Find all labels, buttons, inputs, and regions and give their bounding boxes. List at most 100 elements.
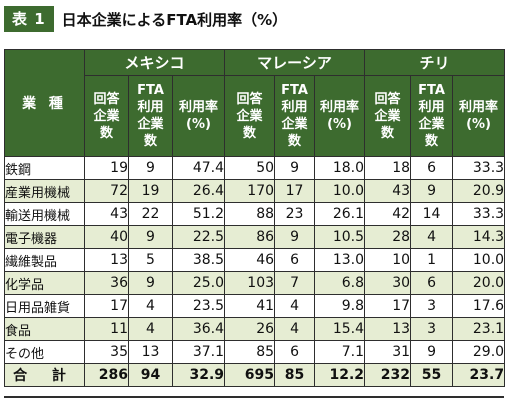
value-cell: 22.5 [171,225,226,249]
value-cell: 14 [410,202,454,226]
value-cell: 85 [224,340,276,364]
value-cell: 17 [364,294,412,318]
sub-header-cell: 利用率 (%) [171,75,226,157]
value-cell: 103 [224,271,276,295]
industry-name-cell: 化学品 [4,271,85,295]
value-cell: 9 [410,340,454,364]
value-cell: 26.4 [171,179,226,203]
sub-header-cell: 利用率 (%) [452,75,506,157]
total-value-cell: 85 [274,363,316,387]
total-value-cell: 232 [364,363,412,387]
value-cell: 9.8 [314,294,366,318]
industry-name-cell: 鉄鋼 [4,156,85,180]
sub-header-cell: 回答 企業 数 [224,75,276,157]
value-cell: 42 [364,202,412,226]
table-number-badge: 表 1 [4,6,54,32]
value-cell: 46 [224,248,276,272]
value-cell: 20.0 [452,271,506,295]
industry-name-cell: その他 [4,340,85,364]
value-cell: 4 [410,225,454,249]
sub-header-cell: FTA 利用 企業 数 [410,75,454,157]
value-cell: 3 [410,317,454,341]
value-cell: 3 [410,294,454,318]
value-cell: 9 [274,156,316,180]
value-cell: 17.6 [452,294,506,318]
industry-name-cell: 輸送用機械 [4,202,85,226]
table-row: 食品 11 4 36.4 26 4 15.4 13 3 23.1 [4,317,506,341]
table-row: 繊維製品 13 5 38.5 46 6 13.0 10 1 10.0 [4,248,506,272]
total-value-cell: 94 [128,363,173,387]
sub-header-cell: 回答 企業 数 [84,75,129,157]
value-cell: 6 [410,271,454,295]
sub-header-cell: FTA 利用 企業 数 [128,75,173,157]
value-cell: 23 [274,202,316,226]
value-cell: 72 [84,179,129,203]
value-cell: 33.3 [452,202,506,226]
value-cell: 9 [128,225,173,249]
value-cell: 40 [84,225,129,249]
value-cell: 170 [224,179,276,203]
value-cell: 26.1 [314,202,366,226]
value-cell: 6.8 [314,271,366,295]
value-cell: 37.1 [171,340,226,364]
value-cell: 18 [364,156,412,180]
value-cell: 22 [128,202,173,226]
value-cell: 17 [84,294,129,318]
fta-usage-table: 業 種 メキシコ マレーシア チリ 回答 企業 数 FTA 利用 企業 数利用率 … [4,49,506,387]
value-cell: 4 [274,294,316,318]
sub-header-cell: 回答 企業 数 [364,75,412,157]
value-cell: 5 [128,248,173,272]
total-value-cell: 55 [410,363,454,387]
value-cell: 26 [224,317,276,341]
value-cell: 50 [224,156,276,180]
value-cell: 13 [128,340,173,364]
sub-header-cell: FTA 利用 企業 数 [274,75,316,157]
total-value-cell: 12.2 [314,363,366,387]
value-cell: 1 [410,248,454,272]
industry-header: 業 種 [4,49,85,157]
value-cell: 35 [84,340,129,364]
value-cell: 14.3 [452,225,506,249]
value-cell: 9 [410,179,454,203]
table-title: 日本企業によるFTA利用率（%） [61,10,288,29]
value-cell: 4 [128,317,173,341]
value-cell: 20.9 [452,179,506,203]
value-cell: 23.1 [452,317,506,341]
total-value-cell: 23.7 [452,363,506,387]
group-header-malaysia: マレーシア [224,49,366,76]
value-cell: 9 [128,271,173,295]
total-row: 合 計 286 94 32.9 695 85 12.2 232 55 23.7 [4,363,506,387]
value-cell: 4 [128,294,173,318]
value-cell: 6 [274,340,316,364]
value-cell: 19 [128,179,173,203]
sub-header-row: 回答 企業 数 FTA 利用 企業 数利用率 (%) 回答 企業 数 FTA 利用 企… [5,75,506,157]
total-label-cell: 合 計 [4,363,85,387]
value-cell: 19 [84,156,129,180]
sub-header-cell: 利用率 (%) [314,75,366,157]
value-cell: 36.4 [171,317,226,341]
value-cell: 23.5 [171,294,226,318]
value-cell: 7 [274,271,316,295]
value-cell: 33.3 [452,156,506,180]
value-cell: 9 [128,156,173,180]
total-value-cell: 286 [84,363,129,387]
industry-name-cell: 日用品雑貨 [4,294,85,318]
value-cell: 88 [224,202,276,226]
industry-name-cell: 電子機器 [4,225,85,249]
value-cell: 86 [224,225,276,249]
industry-name-cell: 繊維製品 [4,248,85,272]
value-cell: 13 [84,248,129,272]
table-row: 電子機器 40 9 22.5 86 9 10.5 28 4 14.3 [4,225,506,249]
value-cell: 18.0 [314,156,366,180]
table-row: 日用品雑貨 17 4 23.5 41 4 9.8 17 3 17.6 [4,294,506,318]
value-cell: 10.0 [314,179,366,203]
title-row: 表 1 日本企業によるFTA利用率（%） [4,5,287,33]
value-cell: 51.2 [171,202,226,226]
table-row: 鉄鋼 19 9 47.4 50 9 18.0 18 6 33.3 [4,156,506,180]
value-cell: 7.1 [314,340,366,364]
table-row: 化学品 36 9 25.0 103 7 6.8 30 6 20.0 [4,271,506,295]
value-cell: 6 [274,248,316,272]
value-cell: 10 [364,248,412,272]
value-cell: 4 [274,317,316,341]
